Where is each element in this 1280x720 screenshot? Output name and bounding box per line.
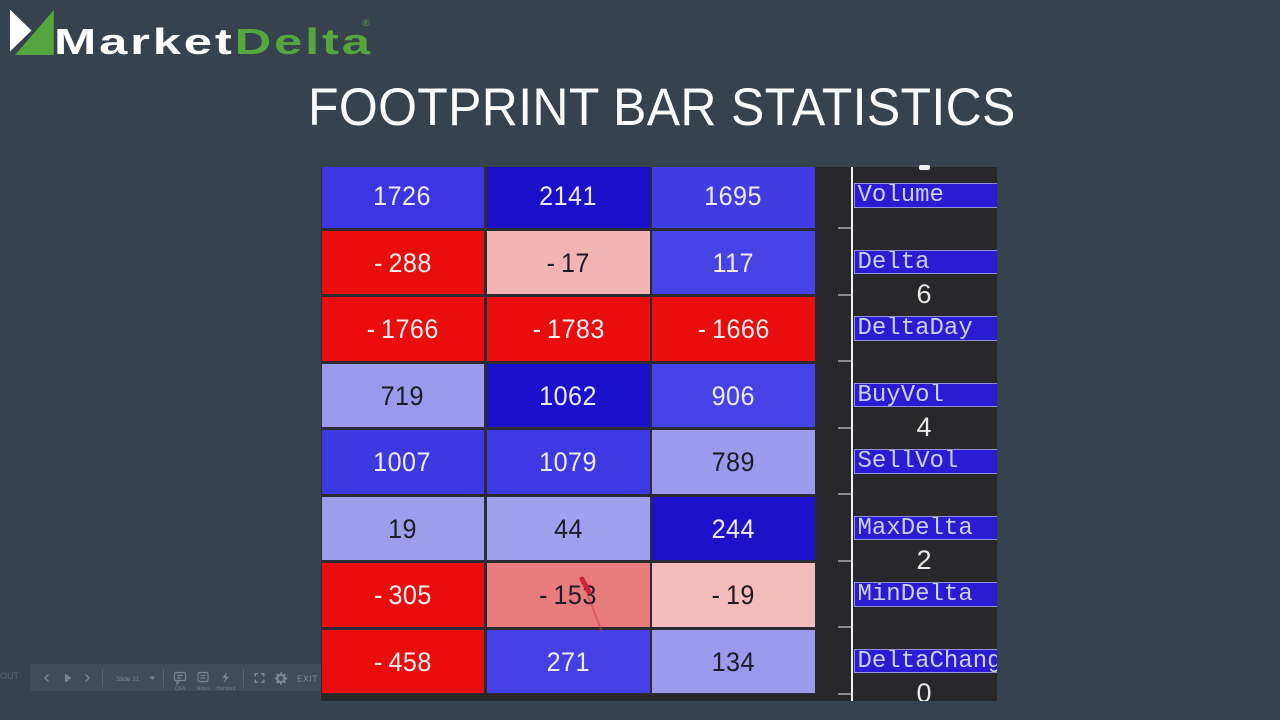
svg-text:Handout: Handout: [217, 686, 237, 692]
svg-text:Q&A: Q&A: [175, 686, 186, 692]
svg-text:Slide 21: Slide 21: [116, 676, 140, 683]
svg-text:Notes: Notes: [196, 686, 210, 692]
svg-text:EXIT: EXIT: [297, 673, 318, 683]
